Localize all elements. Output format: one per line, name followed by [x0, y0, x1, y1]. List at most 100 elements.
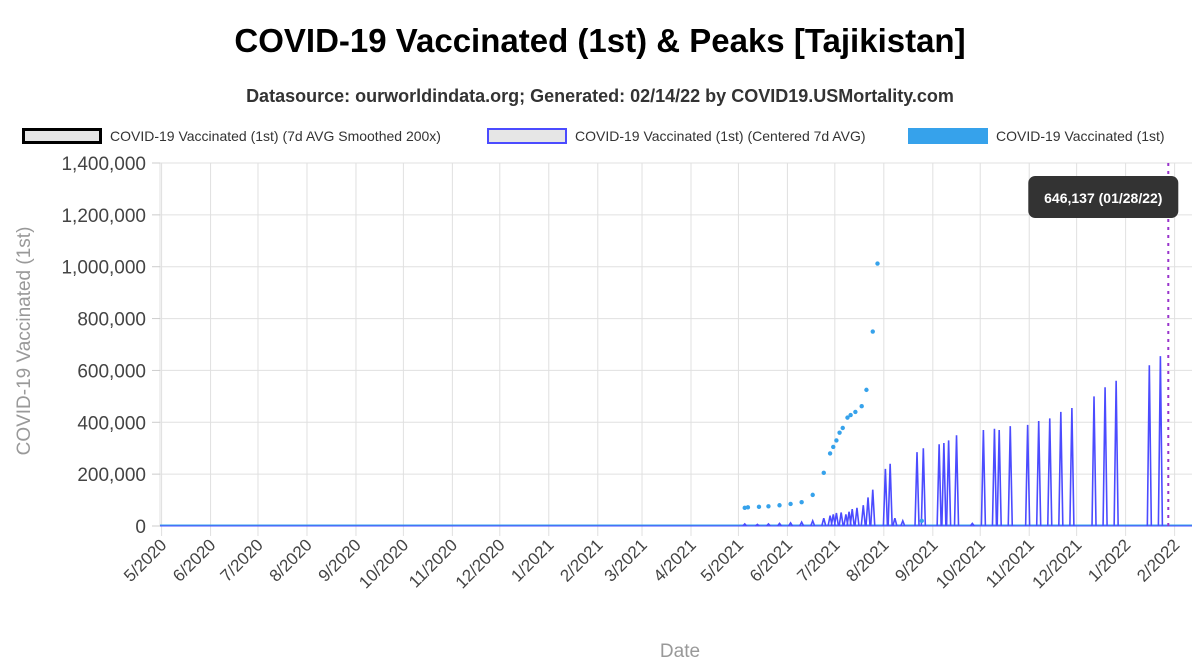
- spike: [865, 497, 871, 527]
- spike: [900, 518, 906, 527]
- y-axis-label: COVID-19 Vaccinated (1st): [14, 227, 35, 456]
- spike: [887, 463, 893, 527]
- y-tick-label: 400,000: [77, 413, 146, 434]
- x-tick-label: 2/2021: [556, 535, 606, 585]
- data-point: [864, 387, 869, 393]
- series-centered: [160, 356, 1192, 527]
- data-point: [788, 501, 793, 507]
- x-tick-label: 1/2021: [507, 535, 557, 585]
- y-tick-label: 0: [135, 517, 146, 538]
- legend-label-smoothed: COVID-19 Vaccinated (1st) (7d AVG Smooth…: [110, 128, 441, 144]
- data-point: [777, 503, 782, 508]
- data-point: [810, 492, 815, 498]
- data-point: [859, 404, 864, 409]
- spike: [1102, 387, 1108, 527]
- x-axis-label: Date: [660, 641, 700, 662]
- peak-tooltip: [1028, 176, 1179, 218]
- chart-subtitle: Datasource: ourworldindata.org; Generate…: [246, 86, 954, 106]
- x-tick-label: 7/2021: [793, 535, 843, 585]
- spike: [1157, 356, 1164, 527]
- x-tick-label: 6/2021: [746, 535, 796, 585]
- spike: [1035, 420, 1042, 527]
- x-tick-label: 2/2022: [1133, 535, 1183, 585]
- legend-swatch-smoothed: [22, 128, 102, 144]
- spike: [1069, 408, 1075, 527]
- spike: [860, 505, 867, 527]
- x-tick-label: 10/2021: [932, 535, 989, 592]
- data-point: [831, 444, 836, 450]
- annotations: 646,137 (01/28/22): [1028, 163, 1179, 526]
- y-axis-ticks: 0 200,000 400,000 600,000 800,000 1,000,000 1,…: [61, 154, 160, 538]
- y-tick-label: 1,000,000: [61, 258, 146, 279]
- data-point: [848, 412, 853, 418]
- spike: [776, 522, 783, 527]
- spike: [892, 518, 898, 527]
- x-tick-label: 8/2021: [842, 535, 892, 585]
- legend-label-raw: COVID-19 Vaccinated (1st): [996, 128, 1165, 144]
- spike: [854, 507, 860, 527]
- data-point: [827, 451, 833, 456]
- data-point: [875, 261, 880, 266]
- spike: [991, 428, 998, 527]
- spike: [980, 430, 987, 527]
- data-point: [766, 504, 771, 509]
- legend-item-raw[interactable]: COVID-19 Vaccinated (1st): [908, 125, 1165, 147]
- x-tick-label: 6/2020: [169, 535, 219, 585]
- data-point: [853, 409, 858, 415]
- spike: [1113, 380, 1119, 527]
- legend-swatch-raw: [908, 128, 988, 144]
- x-tick-label: 12/2021: [1029, 535, 1086, 592]
- x-tick-label: 5/2021: [697, 535, 747, 585]
- x-tick-label: 7/2020: [217, 535, 267, 585]
- x-tick-label: 10/2020: [355, 535, 412, 592]
- spike: [953, 435, 960, 527]
- spike: [838, 512, 844, 527]
- spike: [1146, 365, 1153, 527]
- x-tick-label: 3/2021: [601, 535, 651, 585]
- legend-label-centered: COVID-19 Vaccinated (1st) (Centered 7d A…: [575, 128, 866, 144]
- data-point: [837, 430, 842, 435]
- spike: [809, 518, 816, 527]
- spike: [1046, 418, 1053, 527]
- x-tick-label: 5/2020: [120, 535, 170, 585]
- spike: [754, 523, 760, 527]
- spike: [882, 468, 889, 527]
- spike: [1024, 424, 1031, 527]
- x-axis-ticks: 5/20206/20207/20208/20209/202010/202011/…: [120, 535, 1183, 592]
- series-smoothed: [742, 261, 924, 524]
- data-point: [799, 499, 804, 505]
- x-tick-label: 8/2020: [266, 535, 316, 585]
- x-tick-label: 11/2021: [982, 535, 1038, 591]
- y-tick-label: 1,200,000: [61, 206, 146, 227]
- grid-lines: [159, 162, 1192, 536]
- y-tick-label: 1,400,000: [61, 154, 146, 175]
- data-point: [845, 415, 850, 420]
- spike: [820, 518, 827, 527]
- spike: [765, 522, 772, 527]
- peak-tooltip-label: 646,137 (01/28/22): [1044, 190, 1162, 206]
- spike: [996, 430, 1002, 527]
- data-point: [834, 438, 839, 443]
- spike: [1058, 411, 1064, 527]
- legend-swatch-centered: [487, 128, 567, 144]
- data-point: [756, 504, 762, 510]
- x-tick-label: 1/2022: [1084, 535, 1134, 585]
- data-point: [745, 505, 751, 510]
- spike: [1091, 396, 1097, 527]
- spike: [869, 489, 876, 527]
- spike: [787, 521, 794, 527]
- spike: [941, 443, 947, 527]
- spike: [849, 509, 856, 527]
- x-tick-label: 11/2020: [405, 535, 461, 591]
- spike: [914, 452, 920, 527]
- spike: [936, 444, 942, 527]
- data-point: [919, 518, 924, 524]
- spike: [945, 440, 952, 527]
- legend-item-centered[interactable]: COVID-19 Vaccinated (1st) (Centered 7d A…: [487, 125, 866, 147]
- y-tick-label: 800,000: [77, 310, 146, 331]
- spike: [833, 512, 840, 527]
- data-point: [870, 329, 875, 334]
- legend: COVID-19 Vaccinated (1st) (7d AVG Smooth…: [0, 125, 1200, 147]
- legend-item-smoothed[interactable]: COVID-19 Vaccinated (1st) (7d AVG Smooth…: [22, 125, 441, 147]
